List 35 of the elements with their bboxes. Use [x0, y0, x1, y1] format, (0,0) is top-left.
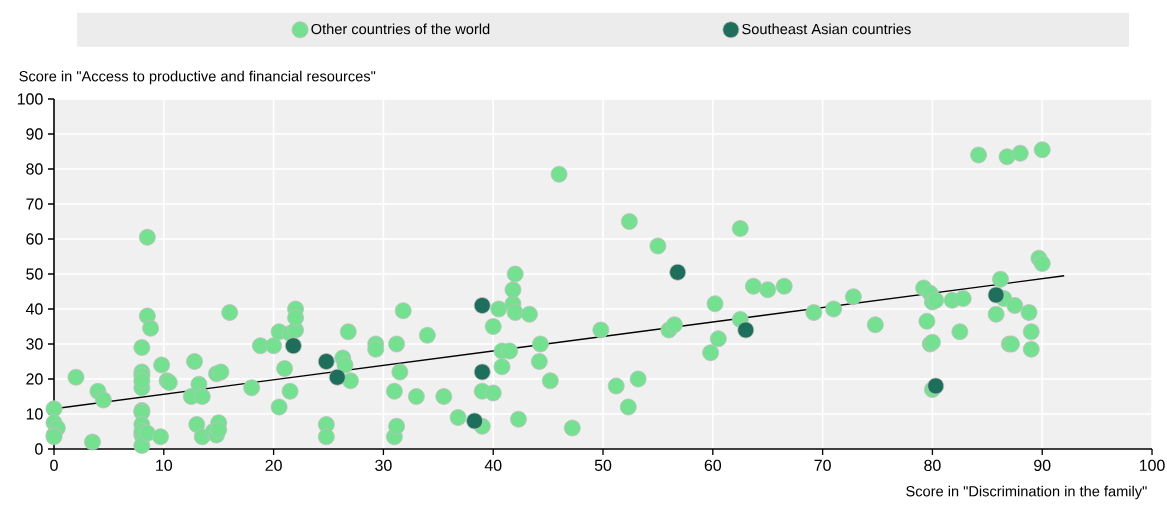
y-tick-label: 20	[26, 373, 43, 385]
y-axis-title: Score in "Access to productive and financial resources"	[19, 70, 376, 85]
x-tick-label: 50	[594, 459, 612, 471]
y-tick-label: 80	[26, 163, 43, 175]
y-tick-label: 0	[35, 443, 43, 455]
point	[317, 353, 335, 370]
point	[669, 263, 687, 281]
point	[987, 286, 1005, 304]
legend-label: Southeast Asian countries	[742, 23, 911, 35]
x-tick-label: 0	[50, 459, 58, 471]
point	[284, 337, 302, 355]
point	[473, 297, 491, 314]
x-axis-title: Score in "Discrimination in the family"	[906, 485, 1147, 500]
x-tick-label: 10	[156, 459, 173, 471]
x-tick-label: 100	[1139, 459, 1165, 471]
x-tick-label: 80	[924, 459, 941, 471]
y-tick-label: 10	[26, 408, 43, 420]
x-tick-label: 30	[375, 459, 392, 471]
point	[328, 368, 346, 386]
y-tick-label: 60	[26, 233, 43, 245]
point	[473, 363, 491, 381]
y-tick-label: 100	[17, 93, 43, 105]
x-tick-label: 90	[1034, 459, 1051, 471]
x-tick-label: 60	[704, 459, 722, 471]
legend-label: Other countries of the world	[311, 23, 490, 35]
x-tick-label: 20	[265, 459, 282, 471]
y-tick-label: 70	[26, 198, 43, 210]
y-tick-label: 90	[26, 128, 43, 140]
x-tick-label: 70	[814, 459, 831, 471]
y-tick-label: 50	[26, 268, 43, 280]
y-tick-label: 40	[25, 303, 43, 315]
point	[927, 377, 945, 395]
y-tick-label: 30	[26, 338, 43, 350]
x-tick-label: 40	[484, 459, 502, 471]
point	[737, 321, 755, 339]
